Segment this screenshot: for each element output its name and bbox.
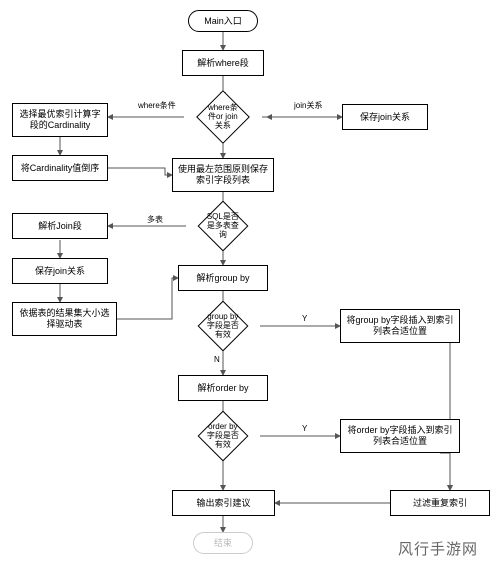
save-join-r-label: 保存join关系 — [360, 112, 410, 123]
node-save-join-r: 保存join关系 — [342, 104, 428, 130]
end-label: 结束 — [214, 538, 232, 549]
sel-card-label: 选择最优索引计算字段的Cardinality — [17, 109, 103, 131]
left-range-label: 使用最左范围原则保存索引字段列表 — [177, 164, 269, 186]
parse-join-label: 解析Join段 — [38, 221, 82, 232]
save-join-l-label: 保存join关系 — [35, 266, 85, 277]
label-multi: 多表 — [145, 214, 165, 225]
node-sel-card: 选择最优索引计算字段的Cardinality — [12, 103, 108, 137]
node-parse-join: 解析Join段 — [12, 213, 108, 239]
parse-group-label: 解析group by — [196, 273, 249, 284]
d-order-label: order by字段是否有效 — [206, 423, 240, 449]
node-left-range: 使用最左范围原则保存索引字段列表 — [172, 158, 274, 192]
node-parse-where: 解析where段 — [182, 50, 264, 76]
node-ins-order: 将order by字段插入到索引列表合适位置 — [340, 419, 460, 453]
dedup-label: 过滤重复索引 — [413, 498, 467, 509]
parse-where-label: 解析where段 — [197, 58, 249, 69]
label-y1: Y — [300, 314, 309, 323]
node-sort-card: 将Cardinality值倒序 — [12, 155, 108, 181]
d-where-join-label: where条件or join关系 — [205, 104, 241, 130]
node-dedup: 过滤重复索引 — [390, 490, 490, 516]
node-end: 结束 — [193, 532, 253, 554]
output-label: 输出索引建议 — [196, 498, 250, 509]
node-save-join-l: 保存join关系 — [12, 258, 108, 284]
node-ins-group: 将group by字段插入到索引列表合适位置 — [340, 309, 460, 343]
label-join-rel: join关系 — [292, 100, 324, 111]
node-parse-group: 解析group by — [178, 265, 268, 291]
d-group-label: group by字段是否有效 — [206, 313, 240, 339]
parse-order-label: 解析order by — [197, 383, 248, 394]
node-start: Main入口 — [188, 10, 258, 32]
label-n1: N — [212, 355, 222, 364]
start-label: Main入口 — [204, 16, 242, 27]
node-d-order: order by字段是否有效 — [198, 411, 249, 462]
watermark: 风行手游网 — [398, 538, 478, 559]
node-d-multi: SQL是否是多表查询 — [198, 201, 249, 252]
node-d-where-join: where条件or join关系 — [196, 90, 250, 144]
label-y2: Y — [300, 424, 309, 433]
node-parse-order: 解析order by — [178, 375, 268, 401]
node-output: 输出索引建议 — [172, 490, 275, 516]
node-d-group: group by字段是否有效 — [198, 301, 249, 352]
d-multi-label: SQL是否是多表查询 — [206, 213, 240, 239]
label-where-cond: where条件 — [136, 100, 178, 111]
node-pick-drive: 依据表的结果集大小选择驱动表 — [12, 302, 117, 336]
pick-drive-label: 依据表的结果集大小选择驱动表 — [17, 308, 112, 330]
sort-card-label: 将Cardinality值倒序 — [21, 163, 100, 174]
ins-group-label: 将group by字段插入到索引列表合适位置 — [345, 315, 455, 337]
ins-order-label: 将order by字段插入到索引列表合适位置 — [345, 425, 455, 447]
